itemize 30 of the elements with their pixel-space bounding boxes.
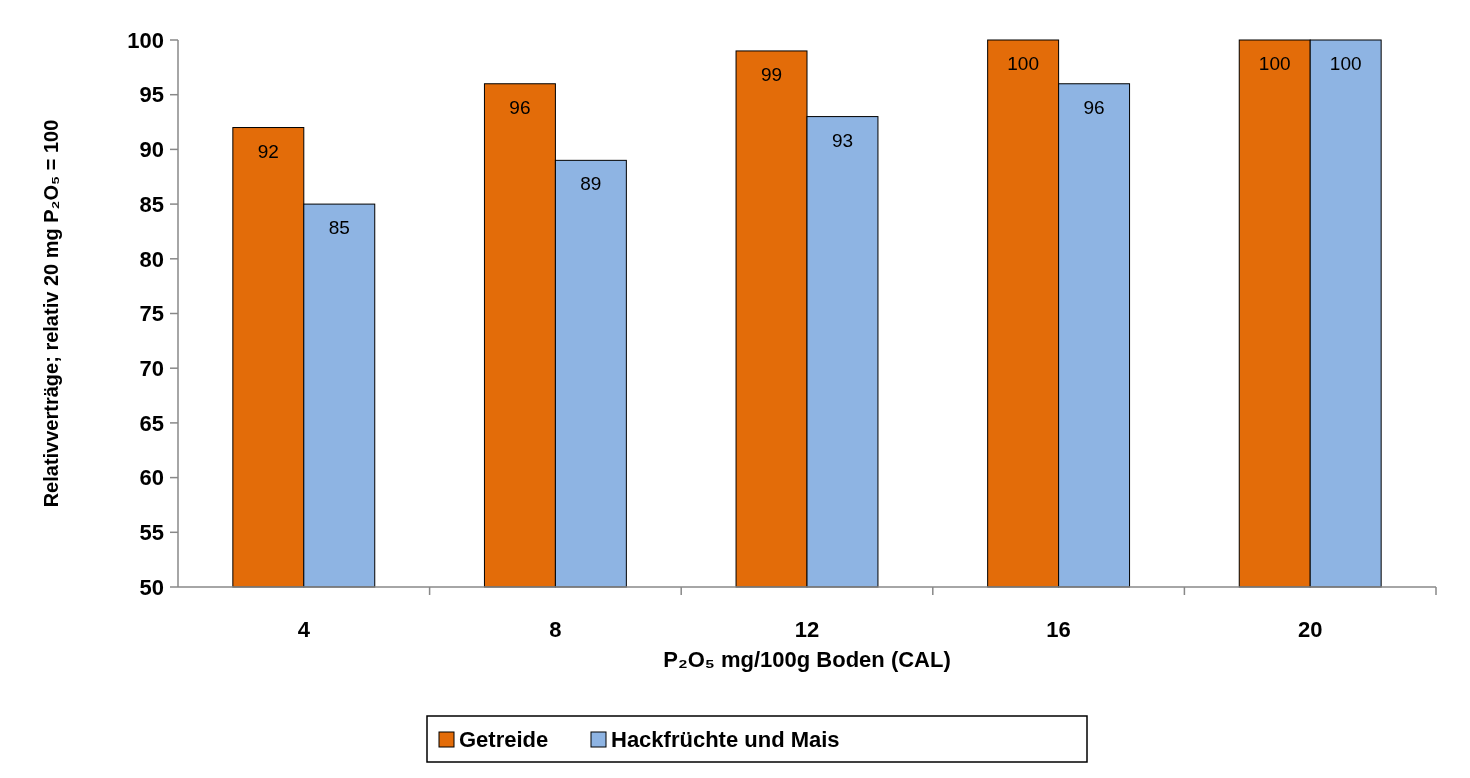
legend-label: Getreide bbox=[459, 727, 549, 752]
data-label: 92 bbox=[257, 140, 279, 162]
y-tick-label: 85 bbox=[139, 191, 164, 217]
data-label: 100 bbox=[1258, 53, 1291, 74]
y-tick-label: 65 bbox=[139, 410, 164, 436]
y-axis-title: Relativverträge; relativ 20 mg P₂O₅ = 100 bbox=[40, 119, 62, 508]
y-tick-label: 80 bbox=[139, 246, 164, 272]
y-tick-label: 60 bbox=[139, 465, 164, 491]
x-tick-label: 12 bbox=[794, 617, 820, 642]
data-label: 96 bbox=[509, 96, 531, 118]
legend-label: Hackfrüchte und Mais bbox=[611, 727, 840, 752]
data-label: 96 bbox=[1083, 96, 1105, 118]
data-label: 100 bbox=[1007, 53, 1039, 74]
data-label: 89 bbox=[580, 173, 602, 195]
y-tick-label: 75 bbox=[139, 301, 164, 327]
x-tick-label: 4 bbox=[297, 617, 311, 642]
data-label: 93 bbox=[831, 129, 854, 151]
y-tick-label: 70 bbox=[139, 355, 164, 381]
data-label: 100 bbox=[1329, 53, 1362, 74]
data-label: 85 bbox=[328, 217, 350, 239]
y-tick-label: 100 bbox=[127, 27, 164, 53]
x-tick-label: 20 bbox=[1297, 617, 1323, 642]
data-label: 99 bbox=[760, 63, 783, 85]
x-tick-label: 8 bbox=[549, 617, 562, 642]
y-tick-label: 50 bbox=[139, 574, 164, 600]
x-tick-label: 16 bbox=[1046, 617, 1071, 642]
y-tick-label: 55 bbox=[139, 520, 164, 545]
x-axis-title: P₂O₅ mg/100g Boden (CAL) bbox=[663, 647, 951, 672]
y-tick-label: 95 bbox=[139, 82, 164, 108]
y-tick-label: 90 bbox=[139, 137, 164, 163]
